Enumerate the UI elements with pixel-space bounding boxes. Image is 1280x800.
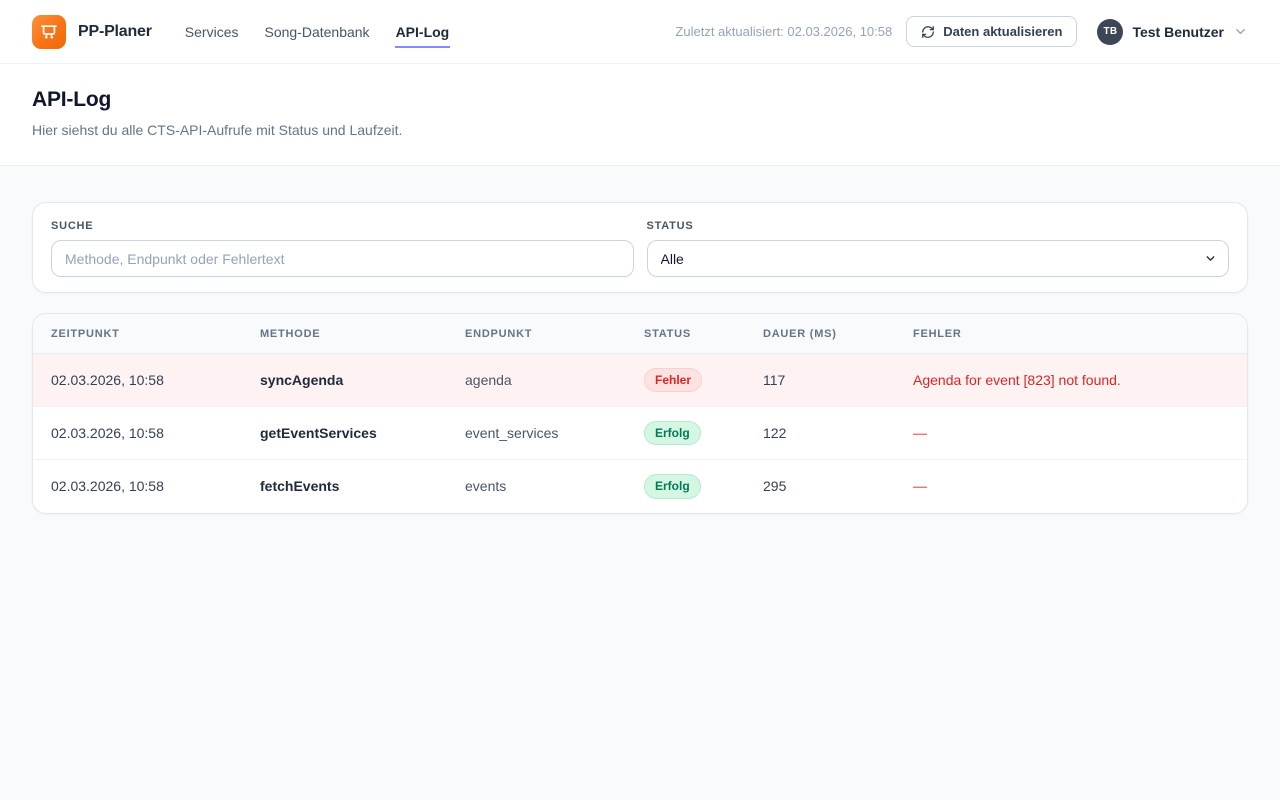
- page-title: API-Log: [32, 88, 112, 111]
- refresh-icon: [921, 25, 935, 39]
- avatar: TB: [1097, 18, 1124, 45]
- main-content: SUCHE STATUS Alle: [0, 166, 1280, 514]
- timestamp-cell: 02.03.2026, 10:58: [33, 459, 242, 513]
- method-cell: syncAgenda: [242, 353, 447, 407]
- search-field: SUCHE: [51, 220, 634, 277]
- page-header: API-Log Hier siehst du alle CTS-API-Aufr…: [0, 64, 1280, 166]
- refresh-button[interactable]: Daten aktualisieren: [906, 16, 1078, 47]
- last-updated-text: Zuletzt aktualisiert: 02.03.2026, 10:58: [675, 24, 893, 39]
- nav-item-song-datenbank[interactable]: Song-Datenbank: [264, 23, 370, 40]
- user-menu[interactable]: TB Test Benutzer: [1097, 18, 1248, 45]
- status-cell: Erfolg: [626, 406, 745, 460]
- col-zeitpunkt: ZEITPUNKT: [33, 314, 242, 354]
- status-cell: Erfolg: [626, 459, 745, 513]
- duration-cell: 295: [745, 459, 895, 513]
- col-fehler: FEHLER: [895, 314, 1247, 354]
- status-badge: Fehler: [644, 368, 703, 393]
- error-cell: —: [895, 406, 1247, 460]
- api-log-table-card: ZEITPUNKT METHODE ENDPUNKT STATUS DAUER …: [32, 313, 1248, 514]
- method-cell: fetchEvents: [242, 459, 447, 513]
- brand-name: PP-Planer: [78, 22, 152, 40]
- topbar-right: Zuletzt aktualisiert: 02.03.2026, 10:58 …: [675, 16, 1248, 47]
- col-dauer: DAUER (MS): [745, 314, 895, 354]
- app-logo-icon: [32, 14, 66, 49]
- error-cell: —: [895, 459, 1247, 513]
- col-methode: METHODE: [242, 314, 447, 354]
- timestamp-cell: 02.03.2026, 10:58: [33, 406, 242, 460]
- col-endpunkt: ENDPUNKT: [447, 314, 626, 354]
- endpoint-cell: event_services: [447, 406, 626, 460]
- status-select-wrap: Alle: [646, 240, 1229, 277]
- table-row: 02.03.2026, 10:58 getEventServices event…: [33, 406, 1247, 460]
- search-input[interactable]: [51, 240, 634, 277]
- refresh-button-label: Daten aktualisieren: [943, 24, 1063, 39]
- page-subtitle: Hier siehst du alle CTS-API-Aufrufe mit …: [32, 122, 403, 138]
- main-nav: Services Song-Datenbank API-Log: [184, 16, 451, 48]
- chevron-down-icon: [1233, 24, 1248, 39]
- table-row: 02.03.2026, 10:58 syncAgenda agenda Fehl…: [33, 353, 1247, 407]
- nav-item-api-log[interactable]: API-Log: [394, 16, 451, 48]
- error-cell: Agenda for event [823] not found.: [895, 353, 1247, 407]
- api-log-table: ZEITPUNKT METHODE ENDPUNKT STATUS DAUER …: [33, 314, 1247, 513]
- status-label: STATUS: [646, 220, 694, 232]
- col-status: STATUS: [626, 314, 745, 354]
- method-cell: getEventServices: [242, 406, 447, 460]
- status-select[interactable]: Alle: [646, 240, 1229, 277]
- endpoint-cell: events: [447, 459, 626, 513]
- status-field: STATUS Alle: [646, 220, 1229, 277]
- nav-item-services[interactable]: Services: [184, 23, 239, 40]
- duration-cell: 117: [745, 353, 895, 407]
- topbar-left: PP-Planer Services Song-Datenbank API-Lo…: [32, 14, 451, 49]
- table-header-row: ZEITPUNKT METHODE ENDPUNKT STATUS DAUER …: [33, 314, 1247, 354]
- search-label: SUCHE: [51, 220, 94, 232]
- user-name: Test Benutzer: [1132, 23, 1224, 40]
- status-cell: Fehler: [626, 353, 745, 407]
- topbar: PP-Planer Services Song-Datenbank API-Lo…: [0, 0, 1280, 64]
- brand: PP-Planer: [32, 14, 152, 49]
- table-row: 02.03.2026, 10:58 fetchEvents events Erf…: [33, 459, 1247, 513]
- filter-card: SUCHE STATUS Alle: [32, 202, 1248, 293]
- duration-cell: 122: [745, 406, 895, 460]
- endpoint-cell: agenda: [447, 353, 626, 407]
- status-badge: Erfolg: [644, 421, 701, 446]
- status-badge: Erfolg: [644, 474, 701, 499]
- timestamp-cell: 02.03.2026, 10:58: [33, 353, 242, 407]
